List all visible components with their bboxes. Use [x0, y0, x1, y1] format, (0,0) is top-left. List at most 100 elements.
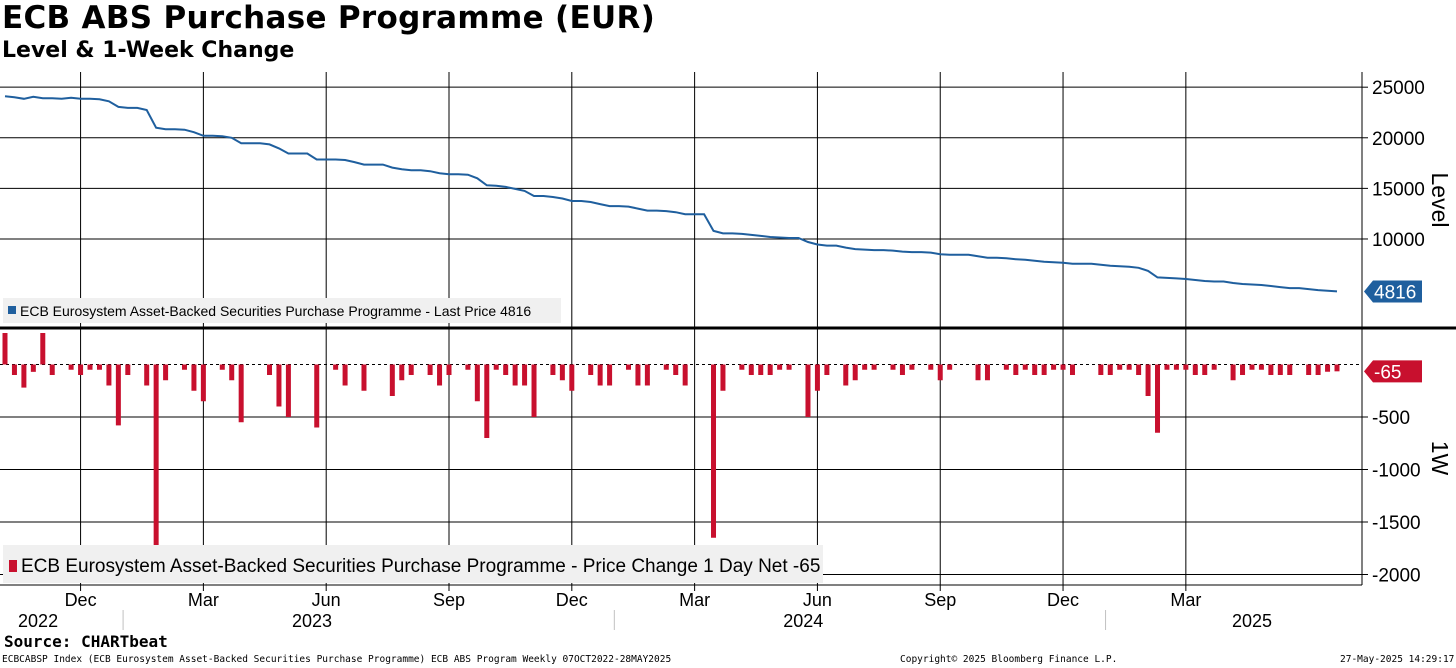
change-bar	[1334, 364, 1340, 372]
change-bar	[1164, 364, 1170, 370]
level-legend-box	[3, 298, 561, 323]
month-label: Sep	[924, 590, 956, 610]
change-bar	[550, 364, 556, 375]
change-bar	[1117, 364, 1123, 370]
change-legend-swatch	[9, 560, 17, 572]
change-last-value-tag	[1364, 360, 1422, 383]
change-bar	[314, 364, 320, 428]
change-legend-box	[3, 545, 823, 583]
change-bar	[607, 364, 613, 386]
change-bar	[333, 364, 339, 370]
month-label: Dec	[556, 590, 588, 610]
year-label: 2024	[783, 611, 823, 631]
change-bar	[1230, 364, 1236, 381]
month-label: Dec	[65, 590, 97, 610]
month-label: Mar	[679, 590, 710, 610]
level-tick-label: 10000	[1372, 230, 1425, 251]
change-bar	[512, 364, 518, 386]
change-bar	[1060, 364, 1066, 370]
change-bar	[748, 364, 754, 375]
change-bar	[96, 364, 102, 370]
change-bar	[1155, 364, 1161, 433]
change-bar	[739, 364, 745, 370]
change-bar	[937, 364, 943, 381]
source-note: Source: CHARTbeat	[4, 632, 168, 651]
change-bar	[200, 364, 206, 402]
level-last-value-label: 4816	[1374, 282, 1416, 303]
change-bar	[465, 364, 471, 370]
change-bar	[635, 364, 641, 386]
change-bar	[1003, 364, 1009, 370]
change-bar	[975, 364, 981, 381]
change-bar	[984, 364, 990, 381]
chart-subtitle: Level & 1-Week Change	[2, 38, 295, 63]
change-bar	[389, 364, 395, 396]
change-bar	[890, 364, 896, 370]
change-bar	[1173, 364, 1179, 370]
change-bar	[531, 364, 537, 417]
change-bar	[219, 364, 225, 370]
level-tick-label: 15000	[1372, 179, 1425, 200]
change-bar	[474, 364, 480, 402]
change-bar	[1051, 364, 1057, 370]
change-bar	[1032, 364, 1038, 375]
footer-ticker-description: ECBCABSP Index (ECB Eurosystem Asset-Bac…	[2, 654, 672, 665]
change-bar	[163, 364, 169, 381]
year-label: 2023	[292, 611, 332, 631]
change-bar	[181, 364, 187, 370]
change-bar	[1145, 364, 1151, 396]
change-bar	[871, 364, 877, 370]
change-bar	[720, 364, 726, 391]
change-bar	[342, 364, 348, 386]
change-bar	[1268, 364, 1274, 375]
change-bar	[522, 364, 528, 386]
change-bar	[625, 364, 631, 370]
change-bar	[767, 364, 773, 375]
change-bar	[1013, 364, 1019, 375]
change-bar	[1258, 364, 1264, 370]
change-tick-label: -500	[1372, 408, 1410, 429]
change-bar	[758, 364, 764, 375]
change-bar	[11, 364, 17, 375]
change-bar	[559, 364, 565, 381]
level-tick-label: 20000	[1372, 129, 1425, 150]
change-bar	[909, 364, 915, 370]
level-legend-text: ECB Eurosystem Asset-Backed Securities P…	[20, 303, 531, 319]
change-bar	[427, 364, 433, 375]
change-bar	[21, 364, 27, 388]
change-bar	[1022, 364, 1028, 370]
change-bar	[1183, 364, 1189, 370]
change-tick-label: -2000	[1372, 566, 1421, 587]
change-bar	[569, 364, 575, 391]
change-bar	[68, 364, 74, 370]
change-bar	[843, 364, 849, 386]
change-tick-label: -1500	[1372, 513, 1421, 534]
change-bar	[597, 364, 603, 386]
level-tick-label: 25000	[1372, 78, 1425, 99]
month-label: Mar	[1170, 590, 1201, 610]
change-bar	[805, 364, 811, 417]
change-bar	[238, 364, 244, 423]
footer-copyright: Copyright© 2025 Bloomberg Finance L.P.	[900, 654, 1118, 665]
change-bar	[399, 364, 405, 381]
change-bar	[814, 364, 820, 391]
change-bar	[947, 364, 953, 370]
change-bar	[115, 364, 121, 426]
change-bar	[1240, 364, 1246, 375]
change-bar	[1325, 364, 1331, 372]
month-label: Dec	[1047, 590, 1079, 610]
change-bar	[267, 364, 273, 375]
change-bar	[663, 364, 669, 370]
change-bar	[1306, 364, 1312, 375]
change-bar	[1277, 364, 1283, 375]
change-bar	[1211, 364, 1217, 370]
change-bar	[786, 364, 792, 370]
level-axis-title: Level	[1427, 173, 1453, 228]
change-bar	[588, 364, 594, 375]
change-bar	[446, 364, 452, 375]
month-label: Mar	[188, 590, 219, 610]
change-bar	[862, 364, 868, 370]
change-bar	[1315, 364, 1321, 375]
change-bar	[1287, 364, 1293, 375]
change-bar	[285, 364, 291, 417]
